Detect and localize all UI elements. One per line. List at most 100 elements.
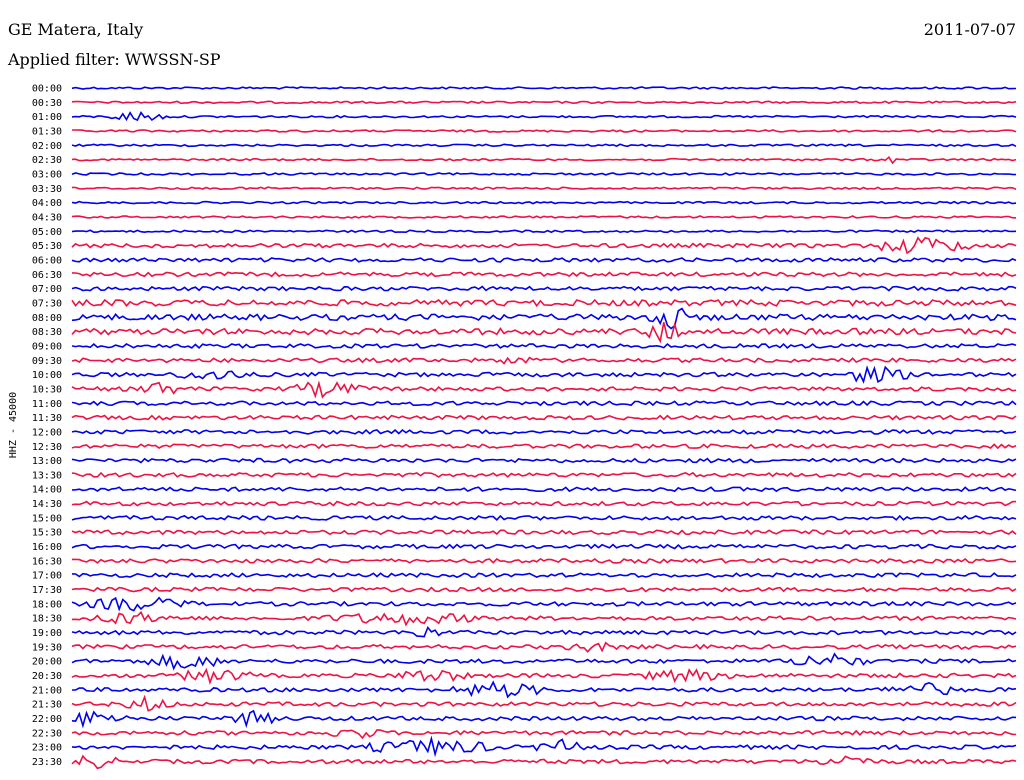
trace-line bbox=[72, 557, 1017, 564]
row-time-label: 22:30 bbox=[32, 728, 62, 739]
row-time-label: 11:00 bbox=[32, 399, 62, 410]
row-time-label: 11:30 bbox=[32, 413, 62, 424]
row-time-label: 18:30 bbox=[32, 614, 62, 625]
row-time-label: 23:00 bbox=[32, 743, 62, 754]
row-time-label: 10:00 bbox=[32, 370, 62, 381]
row-time-label: 13:30 bbox=[32, 470, 62, 481]
row-time-label: 01:00 bbox=[32, 112, 62, 123]
trace-line bbox=[71, 486, 1017, 493]
row-time-label: 17:30 bbox=[32, 585, 62, 596]
row-time-label: 04:30 bbox=[32, 212, 62, 223]
trace-line bbox=[71, 143, 1017, 148]
row-time-label: 08:30 bbox=[32, 327, 62, 338]
trace-line bbox=[71, 307, 1017, 330]
trace-line bbox=[71, 414, 1017, 421]
trace-line bbox=[71, 172, 1017, 176]
trace-line bbox=[71, 215, 1017, 219]
trace-line bbox=[71, 200, 1017, 205]
trace-line bbox=[71, 400, 1017, 407]
row-time-label: 02:00 bbox=[32, 141, 62, 152]
trace-line bbox=[71, 285, 1017, 292]
row-time-label: 20:30 bbox=[32, 671, 62, 682]
station-title: GE Matera, Italy bbox=[8, 20, 144, 39]
row-time-label: 14:30 bbox=[32, 499, 62, 510]
trace-line bbox=[71, 457, 1017, 464]
row-time-label: 07:00 bbox=[32, 284, 62, 295]
row-time-label: 06:30 bbox=[32, 270, 62, 281]
trace-line bbox=[71, 271, 1017, 278]
row-time-label: 00:30 bbox=[32, 98, 62, 109]
trace-line bbox=[71, 529, 1017, 536]
row-time-label: 22:00 bbox=[32, 714, 62, 725]
trace-line bbox=[71, 652, 1017, 671]
trace-line bbox=[71, 586, 1017, 593]
row-time-label: 05:00 bbox=[32, 227, 62, 238]
row-time-label: 00:00 bbox=[32, 84, 62, 95]
trace-line bbox=[71, 641, 1017, 653]
row-time-label: 07:30 bbox=[32, 298, 62, 309]
trace-line bbox=[71, 342, 1017, 350]
row-time-label: 08:00 bbox=[32, 313, 62, 324]
trace-line bbox=[72, 129, 1017, 133]
row-time-label: 05:30 bbox=[32, 241, 62, 252]
trace-line bbox=[71, 729, 1017, 740]
row-time-label: 17:00 bbox=[32, 571, 62, 582]
trace-line bbox=[71, 735, 1017, 758]
trace-line bbox=[71, 709, 1017, 729]
trace-line bbox=[71, 155, 1017, 165]
row-time-label: 16:30 bbox=[32, 556, 62, 567]
trace-line bbox=[71, 543, 1017, 550]
trace-line bbox=[71, 380, 1017, 399]
row-time-label: 19:00 bbox=[32, 628, 62, 639]
row-time-label: 15:00 bbox=[32, 513, 62, 524]
y-axis-label: HHZ - 45000 bbox=[8, 392, 19, 458]
trace-line bbox=[71, 86, 1017, 90]
trace-line bbox=[71, 572, 1017, 579]
trace-line bbox=[71, 610, 1017, 627]
trace-line bbox=[71, 229, 1017, 234]
trace-line bbox=[71, 443, 1017, 450]
row-time-label: 13:00 bbox=[32, 456, 62, 467]
row-time-label: 14:00 bbox=[32, 485, 62, 496]
row-time-label: 09:30 bbox=[32, 356, 62, 367]
trace-line bbox=[71, 257, 1017, 263]
row-time-label: 02:30 bbox=[32, 155, 62, 166]
row-time-label: 20:00 bbox=[32, 657, 62, 668]
row-time-label: 19:30 bbox=[32, 642, 62, 653]
trace-line bbox=[71, 596, 1017, 612]
row-time-label: 16:00 bbox=[32, 542, 62, 553]
row-time-label: 09:00 bbox=[32, 341, 62, 352]
trace-line bbox=[71, 694, 1017, 712]
row-time-label: 01:30 bbox=[32, 126, 62, 137]
row-time-label: 23:30 bbox=[32, 757, 62, 768]
trace-line bbox=[71, 298, 1017, 308]
trace-line bbox=[71, 356, 1017, 365]
trace-line bbox=[71, 236, 1017, 255]
row-time-label: 12:00 bbox=[32, 427, 62, 438]
row-time-label: 12:30 bbox=[32, 442, 62, 453]
row-time-label: 06:00 bbox=[32, 255, 62, 266]
row-time-label: 04:00 bbox=[32, 198, 62, 209]
row-time-label: 21:30 bbox=[32, 700, 62, 711]
row-time-label: 15:30 bbox=[32, 528, 62, 539]
trace-line bbox=[71, 110, 1017, 122]
filter-label: Applied filter: WWSSN-SP bbox=[8, 50, 221, 69]
row-time-label: 03:30 bbox=[32, 184, 62, 195]
trace-line bbox=[71, 471, 1017, 478]
trace-line bbox=[71, 500, 1017, 507]
date-label: 2011-07-07 bbox=[923, 20, 1016, 39]
row-time-label: 18:00 bbox=[32, 599, 62, 610]
trace-line bbox=[71, 514, 1017, 522]
trace-line bbox=[71, 428, 1017, 435]
trace-line bbox=[72, 680, 1017, 699]
trace-line bbox=[71, 321, 1017, 344]
row-time-label: 21:00 bbox=[32, 685, 62, 696]
row-time-label: 10:30 bbox=[32, 384, 62, 395]
trace-line bbox=[71, 186, 1017, 191]
trace-line bbox=[71, 100, 1017, 105]
row-time-label: 03:00 bbox=[32, 169, 62, 180]
trace-line bbox=[71, 625, 1017, 638]
trace-line bbox=[71, 667, 1017, 685]
trace-line bbox=[71, 754, 1017, 770]
